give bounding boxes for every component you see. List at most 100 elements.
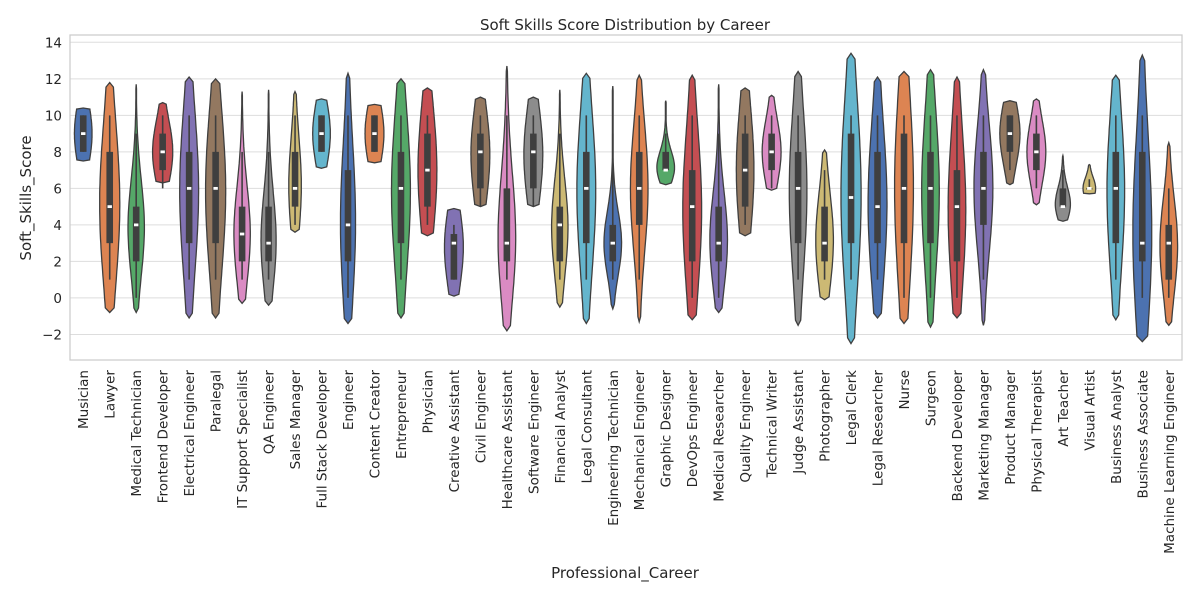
- y-tick-label: 2: [53, 254, 62, 270]
- violin-iqr-box: [477, 133, 484, 189]
- violin-iqr-box: [582, 151, 590, 244]
- violin: [364, 103, 385, 164]
- x-tick-label: Creative Assistant: [447, 370, 463, 492]
- x-tick-label: Civil Engineer: [473, 370, 489, 464]
- y-tick-label: 12: [45, 72, 62, 88]
- violin: [867, 75, 888, 320]
- violin-median: [133, 223, 139, 227]
- x-tick-label: Legal Researcher: [871, 370, 887, 487]
- x-tick-label: Musician: [76, 370, 92, 429]
- x-tick-label: DevOps Engineer: [685, 370, 701, 488]
- violin: [682, 73, 703, 321]
- violin-median: [901, 186, 907, 190]
- violin-median: [81, 132, 86, 135]
- violin: [1026, 98, 1047, 206]
- violin-iqr-box: [662, 151, 670, 171]
- violin-iqr-box: [927, 151, 934, 244]
- violin-median: [372, 132, 377, 135]
- violin: [921, 68, 940, 329]
- x-tick-label: QA Engineer: [262, 370, 278, 455]
- violin-median: [981, 186, 986, 190]
- violin: [204, 77, 227, 320]
- violin-median: [610, 241, 615, 245]
- x-tick-label: Healthcare Assistant: [500, 370, 516, 509]
- violin: [312, 98, 331, 169]
- violin: [999, 100, 1021, 186]
- violin-median: [504, 241, 510, 245]
- violin-iqr-box: [794, 151, 802, 244]
- y-tick-label: 8: [53, 145, 62, 161]
- violin: [815, 148, 835, 301]
- x-axis-label: Professional_Career: [551, 564, 700, 583]
- violin-iqr-box: [1165, 224, 1173, 280]
- x-tick-label: Lawyer: [103, 370, 119, 419]
- x-tick-label: Sales Manager: [288, 370, 304, 470]
- violin-iqr-box: [556, 206, 564, 262]
- violin: [788, 70, 808, 327]
- violin: [947, 75, 967, 320]
- y-axis-ticks: −2 0 2 4 6 8 10 12 14: [42, 35, 62, 343]
- violin-median: [239, 232, 245, 236]
- violin-median: [266, 241, 271, 245]
- violin: [1082, 163, 1097, 195]
- x-tick-label: Financial Analyst: [553, 370, 569, 484]
- violin: [973, 68, 994, 326]
- violin-median: [1087, 186, 1092, 190]
- y-tick-label: 10: [45, 108, 62, 124]
- x-tick-label: Legal Consultant: [579, 370, 595, 483]
- x-tick-label: Paralegal: [209, 370, 225, 432]
- x-tick-label: Marketing Manager: [976, 370, 992, 501]
- violin: [1106, 74, 1126, 322]
- violin-median: [954, 205, 960, 209]
- y-tick-label: 14: [45, 35, 62, 51]
- violin: [151, 101, 174, 189]
- plot-frame: [69, 34, 1183, 361]
- violin-median: [769, 150, 774, 154]
- violin-median: [689, 205, 695, 209]
- violin-median: [1034, 150, 1039, 154]
- x-tick-label: Photographer: [818, 370, 834, 462]
- violin: [523, 96, 544, 208]
- violin-median: [186, 186, 192, 190]
- violin: [893, 70, 915, 325]
- x-tick-label: Mechanical Engineer: [632, 370, 648, 511]
- violin: [709, 84, 729, 314]
- violin: [550, 89, 569, 309]
- violin: [656, 100, 676, 186]
- x-tick-label: Visual Artist: [1082, 370, 1098, 451]
- violin-median: [1140, 241, 1145, 245]
- violin-iqr-box: [821, 206, 828, 262]
- violin-median: [848, 196, 854, 199]
- violin-median: [425, 168, 430, 172]
- y-tick-label: 4: [53, 218, 62, 234]
- x-tick-label: Backend Developer: [950, 370, 966, 502]
- x-tick-label: Art Teacher: [1056, 370, 1072, 447]
- violin-iqr-box: [1138, 151, 1146, 262]
- violin-median: [875, 205, 880, 209]
- violin-body: [1082, 163, 1097, 195]
- violin-iqr-box: [450, 234, 458, 280]
- violin-median: [795, 186, 801, 190]
- violin: [1159, 140, 1179, 327]
- x-tick-label: Engineer: [341, 370, 357, 431]
- x-tick-label: Engineering Technician: [606, 370, 622, 526]
- violin-median: [822, 241, 827, 245]
- x-tick-label: Technical Writer: [765, 370, 781, 479]
- x-tick-label: Entrepreneur: [394, 370, 410, 459]
- violins: [73, 52, 1179, 345]
- violin: [1132, 53, 1153, 343]
- violin-median: [1166, 241, 1171, 245]
- violin-iqr-box: [847, 133, 855, 244]
- chart-title: Soft Skills Score Distribution by Career: [480, 16, 771, 34]
- violin-median: [1113, 186, 1119, 190]
- violin: [417, 87, 438, 237]
- violin-iqr-box: [953, 170, 961, 262]
- violin-median: [663, 168, 668, 172]
- x-tick-label: Quality Engineer: [738, 370, 754, 483]
- violin-median: [345, 223, 351, 227]
- violin: [629, 73, 649, 325]
- violin: [233, 91, 251, 305]
- violin-iqr-box: [874, 151, 881, 244]
- violin: [840, 52, 862, 345]
